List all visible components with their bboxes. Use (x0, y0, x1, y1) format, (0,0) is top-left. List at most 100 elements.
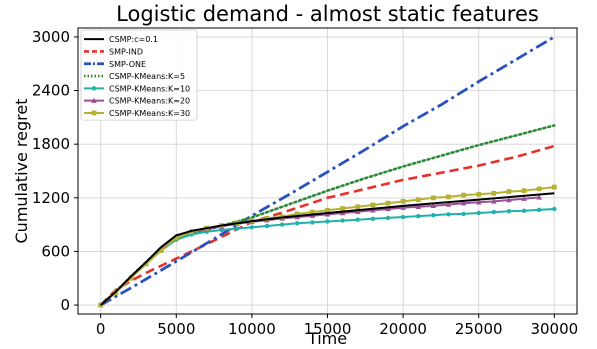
data-point (416, 213, 421, 219)
data-point (461, 211, 466, 217)
data-point (355, 204, 361, 210)
y-tick-label: 600 (41, 242, 70, 260)
data-point (461, 192, 466, 198)
y-tick-label: 1200 (32, 189, 70, 207)
data-point (279, 222, 285, 227)
data-point (521, 188, 527, 194)
legend-item: CSMP-KMeans:K=30 (84, 109, 190, 118)
legend-item: SMP-IND (84, 47, 143, 56)
tick-labels: 0 5000 10000 15000 20000 25000 30000 0 600 1200 18… (32, 28, 578, 338)
series-line (100, 192, 555, 306)
data-point (309, 209, 315, 215)
data-point (264, 223, 270, 229)
data-point (354, 208, 361, 214)
data-point (325, 207, 330, 213)
legend-marker (91, 86, 97, 91)
data-point (234, 226, 239, 231)
x-tick-label: 25000 (455, 320, 503, 338)
legend-box (80, 29, 198, 121)
data-point (551, 184, 557, 190)
data-point (219, 227, 224, 233)
y-axis-title: Cumulative regret (12, 99, 31, 244)
y-tick-label: 3000 (32, 28, 70, 46)
x-tick-label: 15000 (304, 320, 352, 338)
data-point (491, 209, 497, 215)
data-point (415, 197, 421, 202)
legend-label: CSMP-KMeans:K=30 (109, 109, 190, 118)
data-point (475, 199, 482, 205)
y-tick-label: 0 (60, 296, 70, 314)
series-1 (99, 144, 555, 307)
data-point (430, 202, 437, 209)
x-tick-label: 30000 (530, 320, 578, 338)
data-point (491, 198, 497, 204)
data-point (476, 191, 482, 197)
legend-marker (91, 110, 97, 116)
data-point (385, 205, 391, 212)
data-point (536, 186, 542, 192)
data-point (385, 215, 391, 221)
data-point (339, 210, 346, 216)
x-tick-label: 20000 (379, 320, 427, 338)
data-point (294, 211, 300, 217)
data-point (445, 201, 452, 207)
data-point (340, 218, 345, 223)
legend-label: CSMP-KMeans:K=10 (109, 84, 190, 93)
x-axis-title: Time (307, 329, 347, 348)
series-layer (97, 35, 557, 308)
data-point (506, 209, 512, 214)
data-point (173, 235, 179, 241)
data-point (400, 198, 406, 204)
y-tick-label: 2400 (32, 82, 70, 100)
data-point (415, 203, 422, 209)
data-point (536, 207, 542, 213)
data-point (355, 217, 360, 222)
data-point (552, 206, 557, 212)
data-point (370, 202, 376, 208)
data-point (128, 275, 134, 281)
data-point (325, 219, 330, 224)
data-point (249, 225, 255, 230)
data-point (400, 204, 406, 210)
data-point (430, 195, 436, 201)
legend-marker (91, 97, 97, 103)
data-point (370, 207, 376, 213)
data-point (385, 200, 391, 206)
data-point (536, 194, 542, 200)
data-point (491, 190, 497, 196)
data-point (295, 221, 300, 226)
chart-title: Logistic demand - almost static features (116, 2, 539, 26)
series-line (99, 144, 555, 307)
series-line (100, 35, 556, 307)
data-point (340, 206, 346, 211)
data-point (400, 214, 406, 220)
series-0 (100, 192, 555, 306)
legend-item: CSMP-KMeans:K=5 (84, 72, 185, 81)
legend-label: SMP-ONE (109, 60, 146, 69)
data-point (310, 220, 315, 225)
data-point (506, 189, 512, 194)
legend: CSMP:c=0.1 SMP-IND SMP-ONE CSMP-KMeans:K=5 C… (80, 29, 198, 121)
data-point (143, 261, 149, 267)
data-point (431, 213, 436, 218)
series-2 (100, 35, 556, 307)
legend-label: CSMP-KMeans:K=5 (109, 72, 185, 81)
x-tick-label: 10000 (228, 320, 276, 338)
y-tick-label: 1800 (32, 135, 70, 153)
legend-item: CSMP-KMeans:K=10 (84, 84, 190, 93)
data-point (446, 212, 451, 217)
data-point (506, 197, 512, 203)
legend-label: CSMP-KMeans:K=20 (109, 97, 190, 106)
legend-label: CSMP:c=0.1 (109, 35, 158, 44)
data-point (460, 200, 467, 206)
data-point (476, 210, 481, 216)
data-point (158, 248, 164, 253)
legend-item: CSMP-KMeans:K=20 (84, 97, 190, 106)
legend-item: SMP-ONE (84, 60, 146, 69)
legend-label: SMP-IND (109, 47, 143, 56)
data-point (521, 208, 527, 213)
data-point (370, 216, 376, 222)
x-tick-label: 5000 (157, 320, 195, 338)
